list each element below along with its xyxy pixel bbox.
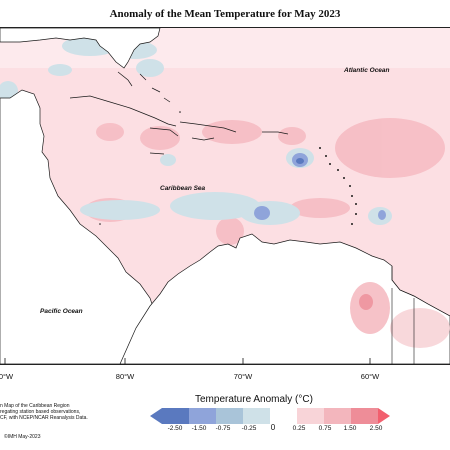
legend-tick: 0.75 bbox=[318, 425, 332, 432]
lesser-antilles bbox=[99, 111, 357, 225]
legend-tick: 0.25 bbox=[292, 425, 306, 432]
longitude-label-80w: 80°W bbox=[115, 372, 135, 381]
legend-swatch bbox=[243, 408, 270, 424]
islands bbox=[69, 71, 289, 155]
caribbean-sea-label: Caribbean Sea bbox=[160, 185, 206, 192]
legend-swatch bbox=[351, 408, 378, 424]
legend-swatch bbox=[324, 408, 351, 424]
longitude-label-70w: 70°W bbox=[233, 372, 253, 381]
land-interior-anomaly bbox=[350, 282, 450, 348]
map-title: Anomaly of the Mean Temperature for May … bbox=[109, 8, 341, 20]
credit-line: CF, with NCEP/NCAR Reanalysis Data. bbox=[0, 415, 88, 422]
legend-tick: -0.25 bbox=[241, 425, 257, 432]
legend-tick: -1.50 bbox=[191, 425, 207, 432]
pacific-ocean-label: Pacific Ocean bbox=[40, 308, 83, 315]
legend-title: Temperature Anomaly (°C) bbox=[195, 394, 313, 405]
longitude-label-0w: 0°W bbox=[0, 372, 14, 381]
anomaly-map: Atlantic Ocean Caribbean Sea Pacific Oce… bbox=[0, 27, 450, 365]
atlantic-ocean-label: Atlantic Ocean bbox=[343, 67, 390, 74]
legend-arrow-right bbox=[378, 408, 390, 424]
legend-tick: 2.50 bbox=[369, 425, 383, 432]
legend-swatch bbox=[216, 408, 243, 424]
legend-tick: -0.75 bbox=[215, 425, 231, 432]
legend-arrow-left bbox=[150, 408, 162, 424]
legend-swatch bbox=[189, 408, 216, 424]
legend-swatch bbox=[270, 408, 297, 424]
longitude-label-60w: 60°W bbox=[360, 372, 380, 381]
copyright-text: ©IMH May-2023 bbox=[4, 434, 41, 440]
legend-swatch bbox=[297, 408, 324, 424]
credit-line: n Map of the Caribbean Region bbox=[0, 403, 70, 409]
credit-note: n Map of the Caribbean Region regating s… bbox=[0, 403, 110, 422]
legend-tick: 1.50 bbox=[343, 425, 357, 432]
legend-swatch bbox=[162, 408, 189, 424]
legend-tick: 0 bbox=[270, 423, 276, 432]
color-legend bbox=[150, 408, 390, 429]
credit-line: regating station based observations, bbox=[0, 409, 81, 416]
legend-tick: -2.50 bbox=[167, 425, 183, 432]
